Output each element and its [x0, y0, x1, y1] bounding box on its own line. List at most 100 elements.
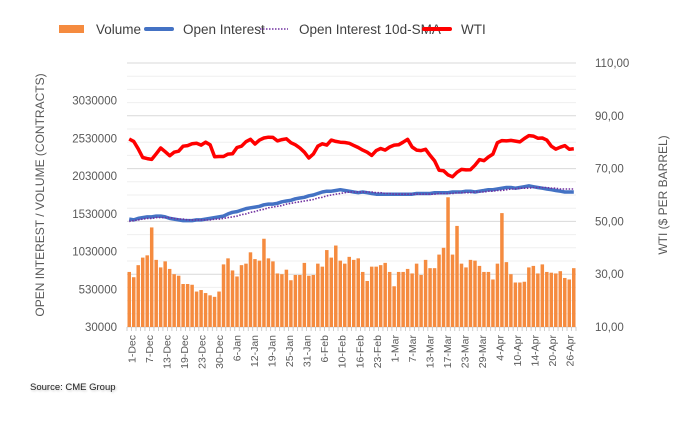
volume-bar [567, 279, 572, 327]
volume-bar [257, 260, 262, 327]
y-right-tick-label: 50,00 [595, 216, 624, 228]
volume-bar [307, 275, 311, 327]
volume-bar [262, 238, 266, 327]
volume-bar [410, 273, 414, 327]
x-tick-label: 6-Jan [232, 335, 244, 361]
volume-bar [491, 279, 495, 327]
volume-bar [500, 213, 504, 327]
volume-bar [536, 273, 540, 327]
y-axis-left-ticks: 30000 530000 1030000 1530000 2030000 2530000 3… [72, 96, 117, 334]
x-tick-label: 10-Feb [337, 335, 349, 368]
legend-label-open-interest: Open Interest [183, 22, 265, 37]
volume-bar [347, 256, 351, 327]
volume-bar [338, 260, 343, 327]
series-lines [128, 133, 574, 223]
volume-bar [316, 263, 320, 327]
volume-bar [275, 273, 280, 327]
volume-bar [199, 290, 203, 327]
y-left-tick-label: 2030000 [72, 171, 117, 183]
volume-bar [477, 265, 482, 327]
y-right-tick-label: 110,00 [595, 58, 629, 70]
volume-bar [450, 254, 455, 327]
volume-bar [185, 284, 190, 327]
x-tick-label: 19-Dec [179, 335, 191, 369]
volume-bar [235, 276, 239, 327]
x-tick-label: 13-Dec [162, 335, 174, 369]
volume-bar [226, 258, 230, 327]
x-tick-label: 7-Dec [144, 335, 156, 363]
x-tick-label: 1-Mar [389, 334, 401, 362]
volume-bar [190, 284, 194, 327]
volume-bar [549, 272, 554, 327]
x-tick-label: 10-Apr [512, 334, 524, 366]
x-tick-label: 23-Feb [372, 335, 384, 368]
y-left-tick-label: 2530000 [72, 133, 117, 145]
volume-bar [320, 266, 325, 327]
legend: Volume Open Interest Open Interest 10d-S… [59, 22, 486, 37]
volume-bar [280, 274, 284, 327]
volume-bar [468, 259, 473, 327]
volume-bar [563, 277, 567, 327]
volume-bar [194, 291, 199, 327]
volume-bar [482, 271, 486, 327]
y-axis-left-label: OPEN INTEREST / VOLUME (CONTRACTS) [33, 73, 47, 316]
x-tick-label: 13-Mar [424, 335, 436, 369]
x-tick-label: 26-Apr [565, 334, 577, 366]
x-tick-label: 16-Feb [354, 335, 366, 368]
volume-bar [158, 267, 163, 327]
volume-bar [145, 255, 149, 327]
legend-label-wti: WTI [461, 22, 486, 37]
open-interest-line [128, 184, 574, 223]
volume-bar [239, 265, 244, 327]
volume-bar [140, 257, 145, 327]
volume-bar [136, 265, 140, 327]
volume-bar [527, 267, 531, 327]
volume-bar [531, 265, 536, 327]
volume-bar [356, 258, 360, 327]
volume-bar [266, 258, 271, 327]
volume-bar [554, 273, 558, 327]
legend-label-open-interest-sma: Open Interest 10d-SMA [299, 22, 441, 37]
y-right-tick-label: 10,00 [595, 322, 624, 334]
y-right-tick-label: 70,00 [595, 164, 624, 176]
y-left-tick-label: 530000 [79, 284, 117, 296]
x-tick-label: 7-Mar [407, 334, 419, 362]
volume-bar [392, 286, 396, 327]
volume-bar [558, 271, 563, 327]
volume-bar [513, 282, 518, 327]
volume-bar [473, 260, 477, 327]
x-tick-label: 29-Mar [477, 335, 489, 369]
volume-bar [540, 264, 545, 327]
volume-bar [329, 257, 334, 327]
volume-bar [495, 263, 500, 327]
x-tick-label: 4-Apr [494, 335, 506, 361]
volume-bar [212, 296, 217, 327]
y-right-tick-label: 30,00 [595, 269, 624, 281]
volume-bar [486, 271, 491, 327]
volume-bar [181, 284, 185, 327]
volume-bar [441, 247, 446, 327]
x-tick-label: 30-Dec [214, 335, 226, 369]
x-tick-label: 1-Dec [127, 335, 139, 363]
y-left-tick-label: 1030000 [72, 247, 117, 259]
x-tick-label: 6-Feb [319, 335, 331, 363]
volume-bar [509, 274, 513, 327]
volume-bar [154, 259, 158, 327]
y-left-tick-label: 1530000 [72, 209, 117, 221]
volume-bar [208, 295, 212, 327]
legend-label-volume: Volume [96, 22, 141, 37]
volume-bar [437, 254, 441, 327]
y-left-tick-label: 30000 [85, 322, 117, 334]
volume-bar [383, 262, 387, 327]
volume-bar [311, 274, 316, 327]
volume-bar [149, 227, 154, 327]
volume-bar [365, 280, 369, 327]
volume-bar [176, 275, 181, 327]
volume-bar [369, 266, 374, 327]
volume-bar [325, 250, 329, 327]
x-tick-label: 17-Mar [442, 335, 454, 369]
volume-bar [572, 268, 576, 327]
legend-swatch-volume [59, 25, 84, 33]
volume-bar [203, 293, 208, 327]
